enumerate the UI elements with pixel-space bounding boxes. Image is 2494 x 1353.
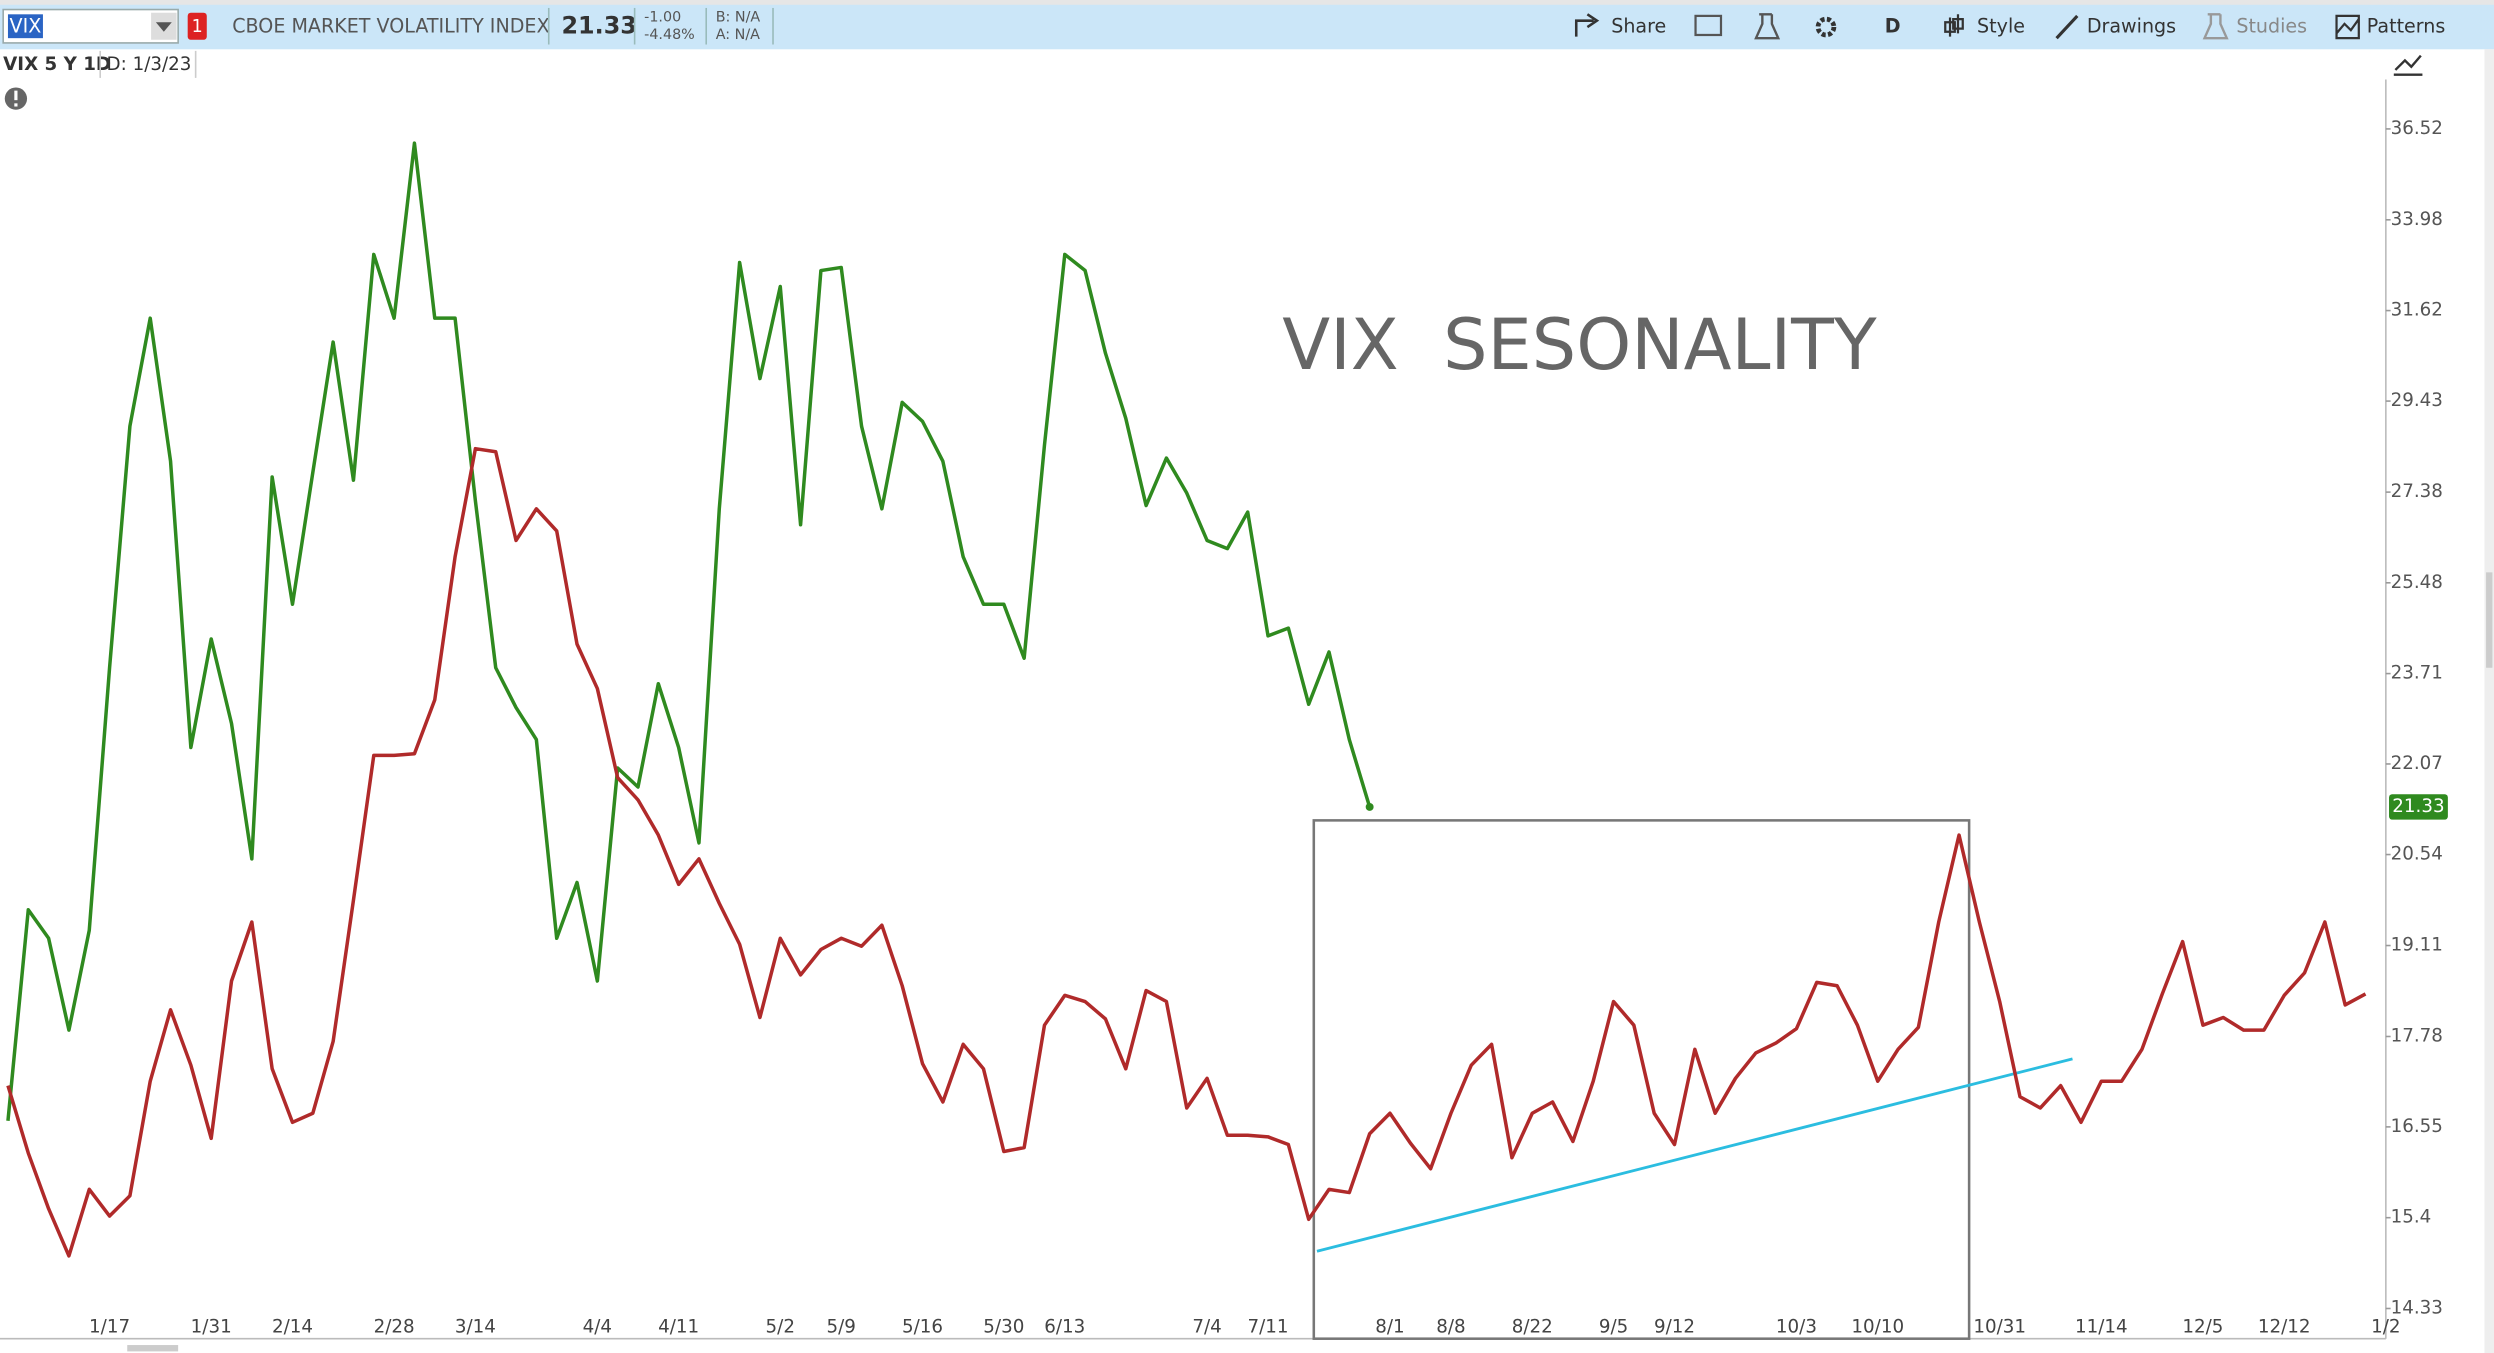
style-icon[interactable] bbox=[1944, 14, 1964, 37]
x-tick-label: 8/22 bbox=[1512, 1317, 1553, 1338]
h-scroll-thumb[interactable] bbox=[127, 1345, 179, 1352]
x-tick-label: 11/14 bbox=[2075, 1317, 2128, 1338]
drawings-icon[interactable] bbox=[2055, 14, 2079, 40]
x-tick-label: 1/31 bbox=[191, 1317, 232, 1338]
symbol[interactable]: VIX bbox=[10, 16, 42, 38]
symbol-selection bbox=[7, 14, 43, 39]
price-badge bbox=[2389, 794, 2448, 820]
chart-date: D: 1/3/23 bbox=[107, 54, 192, 75]
trend-line bbox=[1316, 1057, 2073, 1253]
warning-dot bbox=[14, 103, 18, 107]
y-tick-label: 25.48 bbox=[2391, 572, 2443, 593]
x-tick-label: 1/17 bbox=[89, 1317, 130, 1338]
price-badge-label: 21.33 bbox=[2392, 796, 2444, 817]
toolbar bbox=[0, 0, 2494, 50]
last-price: 21.33 bbox=[561, 12, 636, 40]
y-tick-label: 27.38 bbox=[2391, 481, 2443, 502]
last-point bbox=[1365, 802, 1374, 811]
y-tick-label: 29.43 bbox=[2391, 390, 2443, 411]
x-tick-label: 8/1 bbox=[1375, 1317, 1404, 1338]
dropdown-arrow bbox=[155, 22, 172, 32]
y-tick-label: 17.78 bbox=[2391, 1025, 2443, 1046]
x-tick-label: 6/13 bbox=[1044, 1317, 1085, 1338]
toolbar-top bbox=[0, 0, 2494, 5]
y-tick-label: 16.55 bbox=[2391, 1116, 2443, 1137]
x-tick-label: 4/4 bbox=[583, 1317, 612, 1338]
x-tick-label: 9/5 bbox=[1599, 1317, 1628, 1338]
net-change: -1.00 bbox=[644, 9, 681, 25]
layout-icon[interactable] bbox=[1694, 14, 1723, 37]
bid: B: N/A bbox=[716, 9, 761, 25]
y-tick-label: 15.4 bbox=[2391, 1207, 2432, 1228]
x-tick-label: 10/10 bbox=[1851, 1317, 1904, 1338]
alert-badge[interactable] bbox=[187, 12, 207, 40]
x-tick-label: 3/14 bbox=[455, 1317, 496, 1338]
x-tick-label: 2/28 bbox=[374, 1317, 415, 1338]
y-tick-label: 19.11 bbox=[2391, 935, 2443, 956]
ask: A: N/A bbox=[716, 27, 760, 43]
warning-mark bbox=[14, 90, 18, 101]
share-icon[interactable] bbox=[1574, 13, 1600, 37]
chart-title: VIX SESONALITY bbox=[1282, 304, 1877, 386]
y-tick-label: 20.54 bbox=[2391, 844, 2443, 865]
y-tick-label: 31.62 bbox=[2391, 300, 2443, 321]
alert-count: 1 bbox=[192, 17, 203, 37]
x-tick-label: 9/12 bbox=[1654, 1317, 1695, 1338]
patterns-icon[interactable] bbox=[2335, 14, 2360, 40]
x-tick-label: 5/16 bbox=[902, 1317, 943, 1338]
x-tick-label: 2/14 bbox=[272, 1317, 313, 1338]
x-tick-label: 4/11 bbox=[658, 1317, 699, 1338]
x-tick-label: 5/2 bbox=[766, 1317, 795, 1338]
scrollbar[interactable] bbox=[2484, 49, 2494, 1353]
x-tick-label: 1/2 bbox=[2371, 1317, 2400, 1338]
y-tick-label: 22.07 bbox=[2391, 753, 2443, 774]
patterns-button[interactable]: Patterns bbox=[2367, 16, 2446, 38]
x-tick-label: 8/8 bbox=[1436, 1317, 1465, 1338]
x-tick-label: 10/3 bbox=[1776, 1317, 1817, 1338]
y-tick-label: 23.71 bbox=[2391, 663, 2443, 684]
x-tick-label: 10/31 bbox=[1973, 1317, 2026, 1338]
style-button[interactable]: Style bbox=[1977, 16, 2025, 38]
x-tick-label: 12/12 bbox=[2258, 1317, 2311, 1338]
scroll-thumb[interactable] bbox=[2486, 572, 2493, 668]
highlight-box bbox=[1312, 819, 1971, 1340]
studies-icon[interactable] bbox=[2202, 13, 2229, 40]
x-tick-label: 7/4 bbox=[1192, 1317, 1221, 1338]
x-tick-label: 12/5 bbox=[2182, 1317, 2223, 1338]
settings-icon[interactable] bbox=[1815, 16, 1837, 38]
share-button[interactable]: Share bbox=[1611, 16, 1666, 38]
x-tick-label: 7/11 bbox=[1248, 1317, 1289, 1338]
lab-icon[interactable] bbox=[1754, 13, 1781, 40]
chart-label: VIX 5 Y 1D bbox=[3, 54, 111, 75]
y-tick-label: 36.52 bbox=[2391, 118, 2443, 139]
studies-button[interactable]: Studies bbox=[2236, 16, 2307, 38]
axis-icon[interactable] bbox=[2393, 54, 2423, 76]
drawings-button[interactable]: Drawings bbox=[2087, 16, 2176, 38]
series-line bbox=[6, 141, 1372, 1121]
percent-change: -4.48% bbox=[644, 27, 695, 43]
x-tick-label: 5/9 bbox=[827, 1317, 856, 1338]
series-line bbox=[6, 446, 2367, 1258]
period-button[interactable]: D bbox=[1885, 16, 1901, 38]
y-tick-label: 14.33 bbox=[2391, 1297, 2443, 1318]
y-tick-label: 33.98 bbox=[2391, 209, 2443, 230]
instrument-name: CBOE MARKET VOLATILITY INDEX bbox=[232, 16, 549, 38]
x-tick-label: 5/30 bbox=[983, 1317, 1024, 1338]
